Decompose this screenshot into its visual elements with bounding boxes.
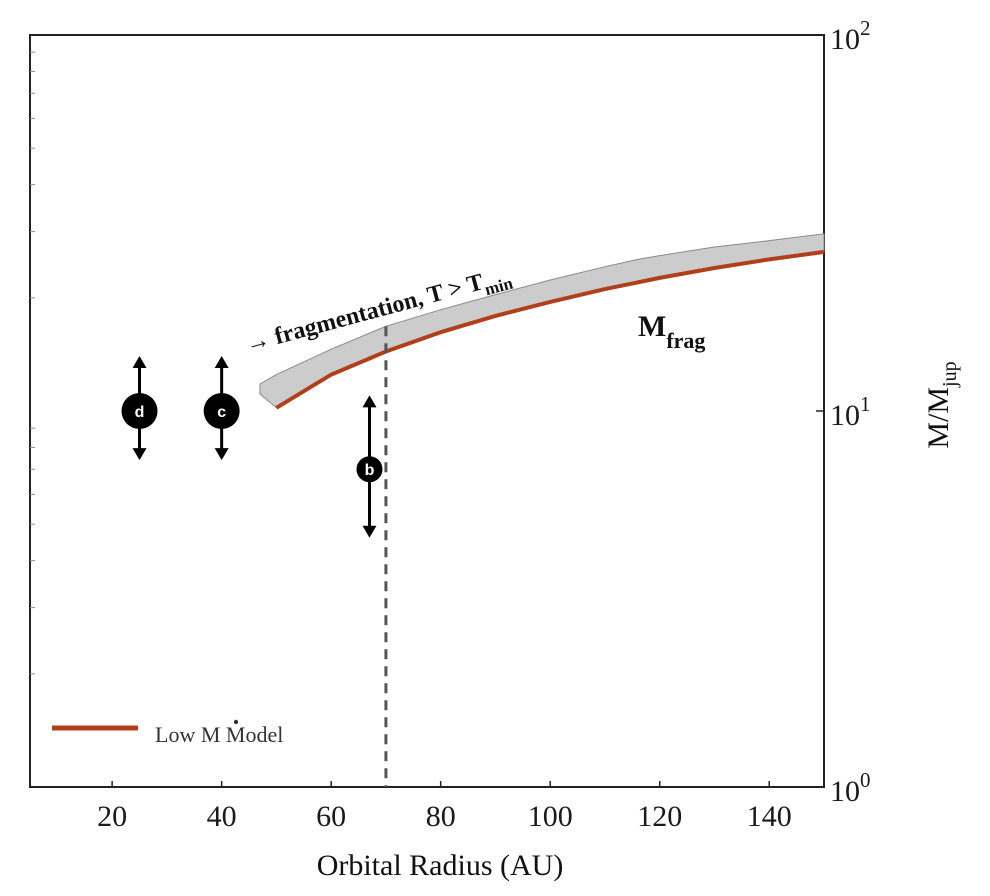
planet-marker (356, 456, 383, 483)
y-tick-label: 101 (830, 392, 871, 432)
y-tick-label: 102 (830, 16, 871, 56)
planet-c: c (203, 356, 240, 461)
planet-d: d (121, 356, 158, 461)
y-tick-label: 100 (830, 768, 871, 808)
planet-marker (203, 393, 240, 429)
planet-b: b (356, 395, 383, 538)
x-axis-title: Orbital Radius (AU) (317, 849, 564, 882)
x-tick-label: 140 (747, 800, 792, 833)
y-axis-title: M/Mjup (922, 361, 961, 448)
legend-mdot-dot (233, 719, 239, 725)
x-tick-label: 20 (97, 800, 127, 833)
legend: Low M Model (52, 719, 283, 747)
arrow-up-icon (214, 356, 229, 369)
x-tick-label: 100 (528, 800, 573, 833)
planet-label: c (217, 404, 226, 421)
planet-marker (121, 393, 158, 429)
y-ticks: 100 101 102 (816, 16, 871, 808)
planet-label: d (135, 404, 145, 421)
x-ticks: 20 40 60 80 100 120 140 (97, 781, 792, 833)
legend-suffix: Model (220, 722, 283, 747)
low-mdot-model-line (275, 249, 825, 410)
legend-prefix: Low (155, 722, 201, 747)
x-tick-label: 120 (637, 800, 682, 833)
x-tick-label: 40 (207, 800, 237, 833)
legend-label: Low M Model (155, 722, 283, 747)
planet-label: b (365, 462, 375, 479)
mfrag-main: M (638, 310, 666, 343)
x-tick-label: 80 (426, 800, 456, 833)
y-axis-title-sub: jup (939, 361, 961, 388)
x-tick-label: 60 (316, 800, 346, 833)
arrow-up-icon (132, 356, 147, 369)
arrow-up-icon (362, 395, 377, 408)
arrow-down-icon (132, 448, 147, 461)
mfrag-sub: frag (666, 328, 705, 353)
y-axis-title-main: M/M (922, 387, 955, 449)
minor-ticks (30, 51, 35, 675)
arrow-down-icon (214, 448, 229, 461)
planets-layer: d c b (121, 356, 383, 538)
mfrag-annotation: Mfrag (638, 310, 705, 353)
svg-text:M/Mjup: M/Mjup (922, 361, 961, 448)
legend-mdot: M (201, 722, 221, 747)
arrow-down-icon (362, 525, 377, 538)
